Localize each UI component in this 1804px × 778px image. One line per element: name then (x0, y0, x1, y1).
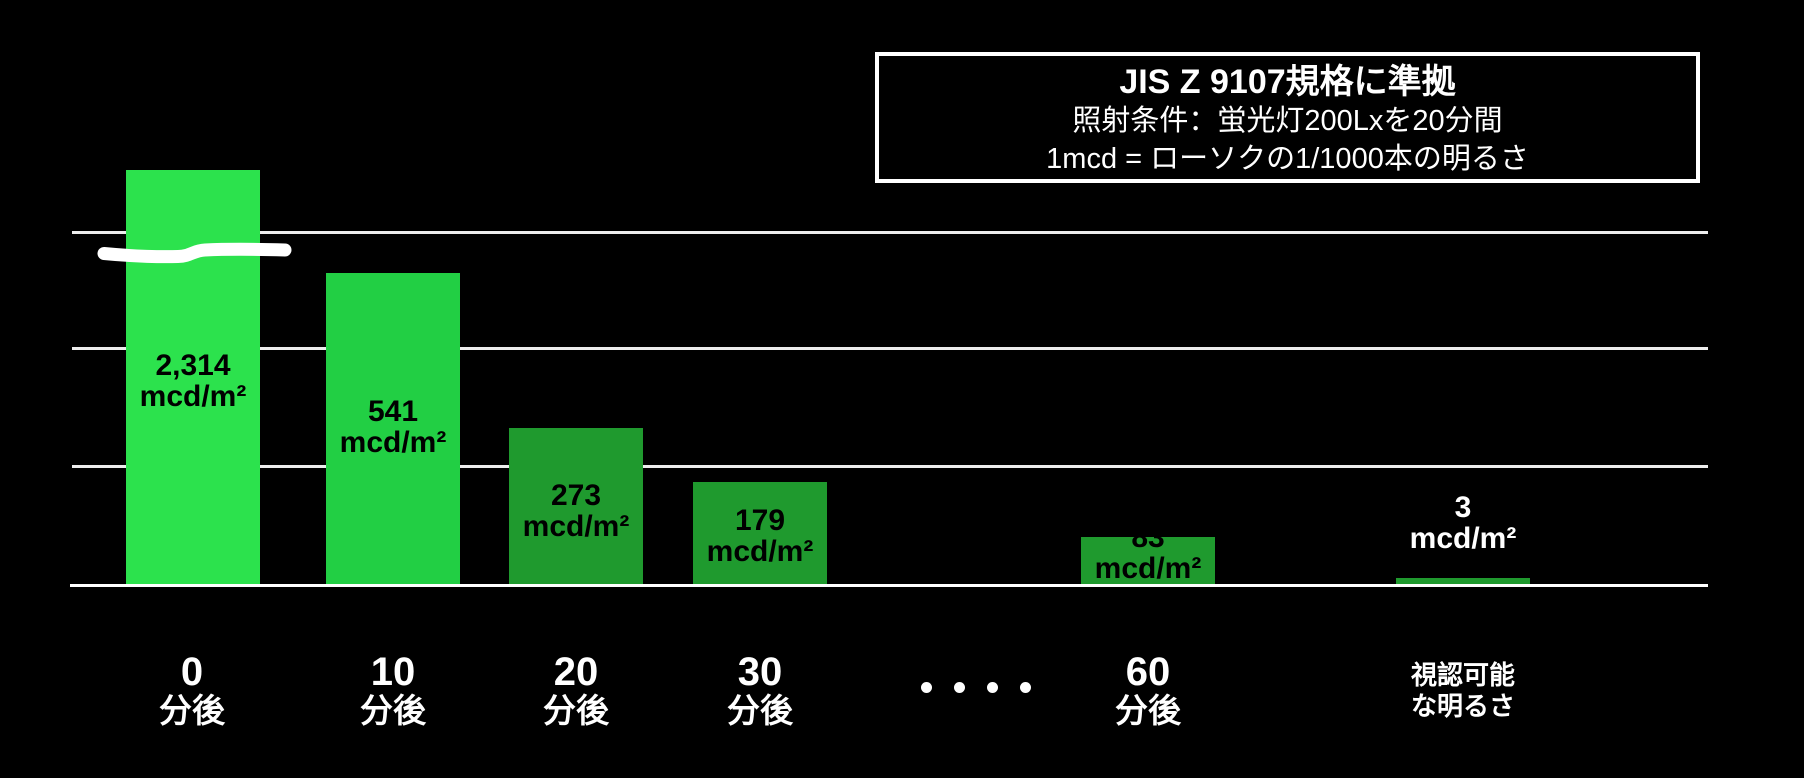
bar-30min (693, 482, 827, 584)
gridline-200 (72, 465, 1708, 468)
x-label-line2: な明るさ (1411, 691, 1516, 721)
value-label-20min: 273 mcd/m² (509, 480, 643, 542)
x-label-number: 60 (1125, 650, 1171, 694)
x-label-visibility-threshold: 視認可能 な明るさ (1411, 660, 1515, 722)
x-label-number: 0 (180, 650, 204, 694)
value-label-60min: 83 mcd/m² (1081, 522, 1215, 584)
value-label-visibility-threshold: 3 mcd/m² (1396, 492, 1530, 554)
info-box: JIS Z 9107規格に準拠 照射条件：蛍光灯200Lxを20分間 1mcd … (875, 52, 1700, 183)
bar-0min (126, 170, 260, 584)
value-unit: mcd/m² (706, 535, 814, 568)
bar-60min (1081, 537, 1215, 584)
x-label-0min: 0 分後 (112, 652, 272, 729)
x-label-word: 分後 (727, 692, 793, 729)
x-label-word: 分後 (543, 692, 609, 729)
value-number: 273 (550, 479, 602, 512)
x-axis-line (70, 584, 1708, 587)
x-label-word: 分後 (360, 692, 426, 729)
x-label-60min: 60 分後 (1068, 652, 1228, 729)
value-number: 179 (734, 504, 786, 537)
x-label-word: 分後 (1115, 692, 1181, 729)
value-number: 83 (1131, 521, 1165, 554)
dot (1020, 682, 1031, 693)
value-label-10min: 541 mcd/m² (326, 396, 460, 458)
value-unit: mcd/m² (339, 426, 447, 459)
value-label-0min: 2,314 mcd/m² (126, 350, 260, 412)
value-unit: mcd/m² (1094, 552, 1202, 585)
x-label-line1: 視認可能 (1411, 660, 1516, 690)
bar-visibility-threshold (1396, 578, 1530, 584)
dot (954, 682, 965, 693)
x-label-number: 10 (370, 650, 416, 694)
gridline-600 (72, 231, 1708, 234)
x-label-number: 20 (553, 650, 599, 694)
value-unit: mcd/m² (1409, 522, 1517, 555)
x-label-word: 分後 (159, 692, 225, 729)
axis-break-mark (97, 242, 292, 264)
dot (987, 682, 998, 693)
value-unit: mcd/m² (139, 380, 247, 413)
dots-separator (921, 682, 1031, 693)
value-number: 2,314 (155, 349, 231, 382)
value-number: 541 (367, 395, 419, 428)
value-unit: mcd/m² (522, 510, 630, 543)
info-box-definition: 1mcd = ローソクの1/1000本の明るさ (1046, 143, 1529, 175)
bar-20min (509, 428, 643, 584)
info-box-title: JIS Z 9107規格に準拠 (1119, 63, 1456, 101)
value-number: 3 (1454, 491, 1472, 524)
dot (921, 682, 932, 693)
x-label-number: 30 (737, 650, 783, 694)
x-label-20min: 20 分後 (496, 652, 656, 729)
x-label-10min: 10 分後 (313, 652, 473, 729)
info-box-condition: 照射条件：蛍光灯200Lxを20分間 (1072, 105, 1503, 137)
bar-10min (326, 273, 460, 584)
value-label-30min: 179 mcd/m² (693, 505, 827, 567)
gridline-400 (72, 347, 1708, 350)
x-label-30min: 30 分後 (680, 652, 840, 729)
